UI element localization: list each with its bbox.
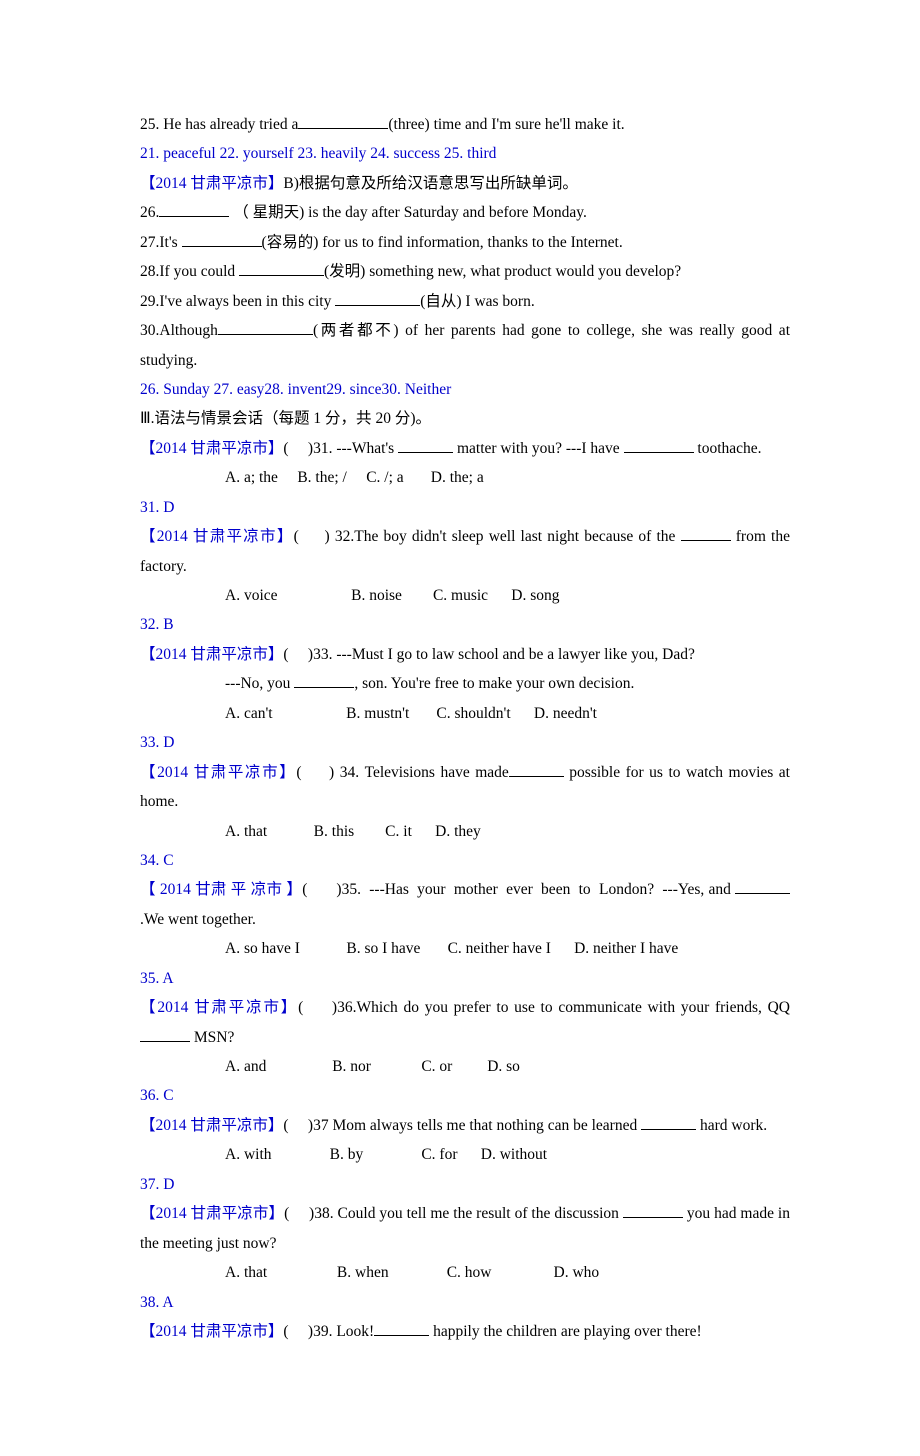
q25-part-a: 25. He has already tried a xyxy=(140,116,298,133)
blank xyxy=(681,525,731,541)
section-b-heading: 【2014 甘肃平凉市】B)根据句意及所给汉语意思写出所缺单词。 xyxy=(140,169,790,198)
q33-part-b: ---No, you xyxy=(225,675,294,692)
question-35: 【 2014 甘肃 平 凉市 】( )35. ---Has your mothe… xyxy=(140,875,790,934)
q39-part-a: ( )39. Look! xyxy=(283,1323,374,1340)
q37-part-a: ( )37 Mom always tells me that nothing c… xyxy=(283,1117,641,1134)
blank xyxy=(298,113,388,129)
answer-32: 32. B xyxy=(140,610,790,639)
exam-tag: 【2014 甘肃平凉市】 xyxy=(140,764,296,781)
answer-33: 33. D xyxy=(140,728,790,757)
blank xyxy=(623,1202,683,1218)
exam-tag: 【2014 甘肃平凉市】 xyxy=(140,175,283,192)
q33-part-a: ( )33. ---Must I go to law school and be… xyxy=(283,646,695,663)
question-27: 27.It's (容易的) for us to find information… xyxy=(140,228,790,257)
exam-tag: 【2014 甘肃平凉市】 xyxy=(140,1205,284,1222)
q32-part-a: ( ) 32.The boy didn't sleep well last ni… xyxy=(294,528,681,545)
question-28: 28.If you could (发明) something new, what… xyxy=(140,257,790,286)
q32-options: A. voice B. noise C. music D. song xyxy=(140,581,790,610)
answer-31: 31. D xyxy=(140,493,790,522)
q35-part-a: ( )35. ---Has your mother ever been to L… xyxy=(302,881,735,898)
blank xyxy=(624,437,694,453)
q34-options: A. that B. this C. it D. they xyxy=(140,817,790,846)
blank xyxy=(140,1026,190,1042)
section-3-heading: Ⅲ.语法与情景会话（每题 1 分，共 20 分)。 xyxy=(140,404,790,433)
q37-options: A. with B. by C. for D. without xyxy=(140,1140,790,1169)
b-heading-text: B)根据句意及所给汉语意思写出所缺单词。 xyxy=(283,175,578,192)
question-30: 30.Although(两者都不) of her parents had gon… xyxy=(140,316,790,375)
blank xyxy=(159,202,229,218)
answer-36: 36. C xyxy=(140,1081,790,1110)
q29-part-a: 29.I've always been in this city xyxy=(140,293,335,310)
answer-34: 34. C xyxy=(140,846,790,875)
exam-tag: 【2014 甘肃平凉市】 xyxy=(140,440,283,457)
q37-part-b: hard work. xyxy=(696,1117,767,1134)
question-39: 【2014 甘肃平凉市】( )39. Look! happily the chi… xyxy=(140,1317,790,1346)
blank xyxy=(239,260,324,276)
question-29: 29.I've always been in this city (自从) I … xyxy=(140,287,790,316)
q38-part-a: ( )38. Could you tell me the result of t… xyxy=(284,1205,623,1222)
question-31: 【2014 甘肃平凉市】( )31. ---What's matter with… xyxy=(140,434,790,463)
q36-part-a: ( )36.Which do you prefer to use to comm… xyxy=(298,999,790,1016)
question-36: 【2014 甘肃平凉市】( )36.Which do you prefer to… xyxy=(140,993,790,1052)
q30-part-a: 30.Although xyxy=(140,322,218,339)
blank xyxy=(374,1320,429,1336)
q31-options: A. a; the B. the; / C. /; a D. the; a xyxy=(140,463,790,492)
question-38: 【2014 甘肃平凉市】( )38. Could you tell me the… xyxy=(140,1199,790,1258)
q28-part-b: (发明) something new, what product would y… xyxy=(324,263,681,280)
blank xyxy=(398,437,453,453)
answer-35: 35. A xyxy=(140,964,790,993)
q33-options: A. can't B. mustn't C. shouldn't D. need… xyxy=(140,699,790,728)
question-37: 【2014 甘肃平凉市】( )37 Mom always tells me th… xyxy=(140,1111,790,1140)
q27-part-a: 27.It's xyxy=(140,234,182,251)
answers-21-25: 21. peaceful 22. yourself 23. heavily 24… xyxy=(140,139,790,168)
q26-part-a: 26. xyxy=(140,204,159,221)
q39-part-b: happily the children are playing over th… xyxy=(429,1323,701,1340)
q35-options: A. so have I B. so I have C. neither hav… xyxy=(140,934,790,963)
exam-tag: 【2014 甘肃平凉市】 xyxy=(140,1117,283,1134)
answers-26-30: 26. Sunday 27. easy28. invent29. since30… xyxy=(140,375,790,404)
q36-options: A. and B. nor C. or D. so xyxy=(140,1052,790,1081)
blank xyxy=(735,879,790,895)
q35-part-b: .We went together. xyxy=(140,911,256,928)
q38-options: A. that B. when C. how D. who xyxy=(140,1258,790,1287)
exam-tag: 【2014 甘肃平凉市】 xyxy=(140,646,283,663)
exam-tag: 【2014 甘肃平凉市】 xyxy=(140,528,294,545)
blank xyxy=(509,761,564,777)
blank xyxy=(182,231,262,247)
answer-38: 38. A xyxy=(140,1288,790,1317)
blank xyxy=(218,319,313,335)
blank xyxy=(641,1114,696,1130)
q27-part-b: (容易的) for us to find information, thanks… xyxy=(262,234,623,251)
question-33: 【2014 甘肃平凉市】( )33. ---Must I go to law s… xyxy=(140,640,790,669)
q29-part-b: (自从) I was born. xyxy=(420,293,535,310)
q36-part-b: MSN? xyxy=(190,1029,234,1046)
question-32: 【2014 甘肃平凉市】( ) 32.The boy didn't sleep … xyxy=(140,522,790,581)
blank xyxy=(335,290,420,306)
q33-line2: ---No, you , son. You're free to make yo… xyxy=(140,669,790,698)
q31-part-b: matter with you? ---I have xyxy=(453,440,623,457)
exam-tag: 【 2014 甘肃 平 凉市 】 xyxy=(140,881,302,898)
q33-part-c: , son. You're free to make your own deci… xyxy=(354,675,634,692)
question-26: 26. （ 星期天) is the day after Saturday and… xyxy=(140,198,790,227)
q26-part-b: （ 星期天) is the day after Saturday and bef… xyxy=(233,204,587,221)
exam-tag: 【2014 甘肃平凉市】 xyxy=(140,999,298,1016)
question-34: 【2014 甘肃平凉市】( ) 34. Televisions have mad… xyxy=(140,758,790,817)
q34-part-a: ( ) 34. Televisions have made xyxy=(296,764,508,781)
q28-part-a: 28.If you could xyxy=(140,263,239,280)
blank xyxy=(294,673,354,689)
q31-part-a: ( )31. ---What's xyxy=(283,440,398,457)
question-25: 25. He has already tried a (three) time a… xyxy=(140,110,790,139)
answer-37: 37. D xyxy=(140,1170,790,1199)
q31-part-c: toothache. xyxy=(694,440,762,457)
exam-tag: 【2014 甘肃平凉市】 xyxy=(140,1323,283,1340)
q25-part-b: (three) time and I'm sure he'll make it. xyxy=(388,116,624,133)
